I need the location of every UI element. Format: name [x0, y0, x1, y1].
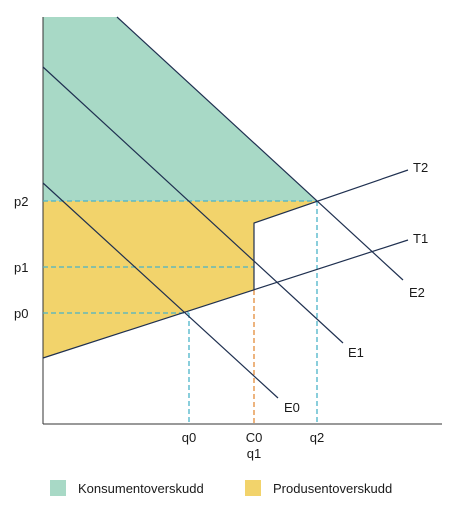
consumer-surplus-swatch	[50, 480, 66, 496]
label-q2: q2	[310, 430, 324, 445]
producer-surplus-swatch	[245, 480, 261, 496]
label-q1: q1	[247, 446, 261, 461]
legend-item-producer: Produsentoverskudd	[245, 476, 392, 500]
label-t2: T2	[413, 160, 428, 175]
legend-consumer-label: Konsumentoverskudd	[78, 480, 204, 496]
label-e0: E0	[284, 400, 300, 415]
label-p1: p1	[14, 260, 28, 275]
demand-curve-e2	[116, 16, 404, 281]
supply-curve-t2	[253, 169, 409, 290]
supply-curve-t1	[42, 239, 409, 359]
label-t1: T1	[413, 231, 428, 246]
label-p0: p0	[14, 306, 28, 321]
label-e2: E2	[409, 285, 425, 300]
producer-surplus-area	[43, 201, 317, 358]
legend-item-consumer: Konsumentoverskudd	[50, 476, 204, 500]
demand-curve-e0	[42, 182, 279, 399]
label-c0: C0	[246, 430, 263, 445]
label-e1: E1	[348, 345, 364, 360]
consumer-surplus-area	[43, 17, 317, 201]
label-q0: q0	[182, 430, 196, 445]
label-p2: p2	[14, 194, 28, 209]
legend-producer-label: Produsentoverskudd	[273, 480, 393, 496]
demand-curve-e1	[42, 66, 344, 344]
legend: Konsumentoverskudd Produsentoverskudd	[0, 476, 460, 500]
